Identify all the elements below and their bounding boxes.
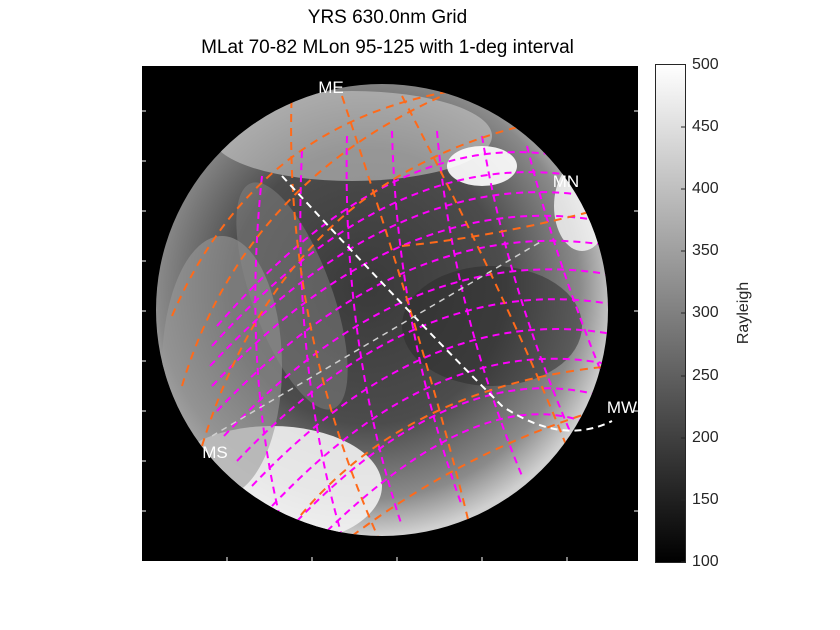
allsky-image (142, 66, 638, 561)
magnetic-meridian (281, 175, 613, 432)
figure-title: YRS 630.0nm Grid (307, 7, 468, 28)
colorbar-tick-label: 500 (692, 56, 719, 73)
colorbar-tick-label: 300 (692, 304, 719, 321)
direction-label-mw: MW (606, 398, 638, 417)
colorbar-tick-label: 400 (692, 180, 719, 197)
colorbar-tick-label: 250 (692, 367, 719, 384)
direction-label-ms: MS (202, 443, 228, 462)
colorbar (655, 64, 686, 563)
colorbar-label: Rayleigh (735, 281, 752, 345)
direction-label-me: ME (318, 78, 344, 97)
orange-grid (171, 85, 608, 536)
figure-subtitle: MLat 70-82 MLon 95-125 with 1-deg interv… (201, 37, 574, 58)
axis-ticks (142, 110, 638, 561)
colorbar-tick-label: 350 (692, 242, 719, 259)
magnetic-cross-line (211, 240, 543, 437)
colorbar-tick-label: 450 (692, 118, 719, 135)
direction-label-mn: MN (552, 172, 580, 191)
colorbar-tick-label: 150 (692, 491, 719, 508)
colorbar-tick-label: 100 (692, 553, 719, 570)
colorbar-tick-label: 200 (692, 429, 719, 446)
